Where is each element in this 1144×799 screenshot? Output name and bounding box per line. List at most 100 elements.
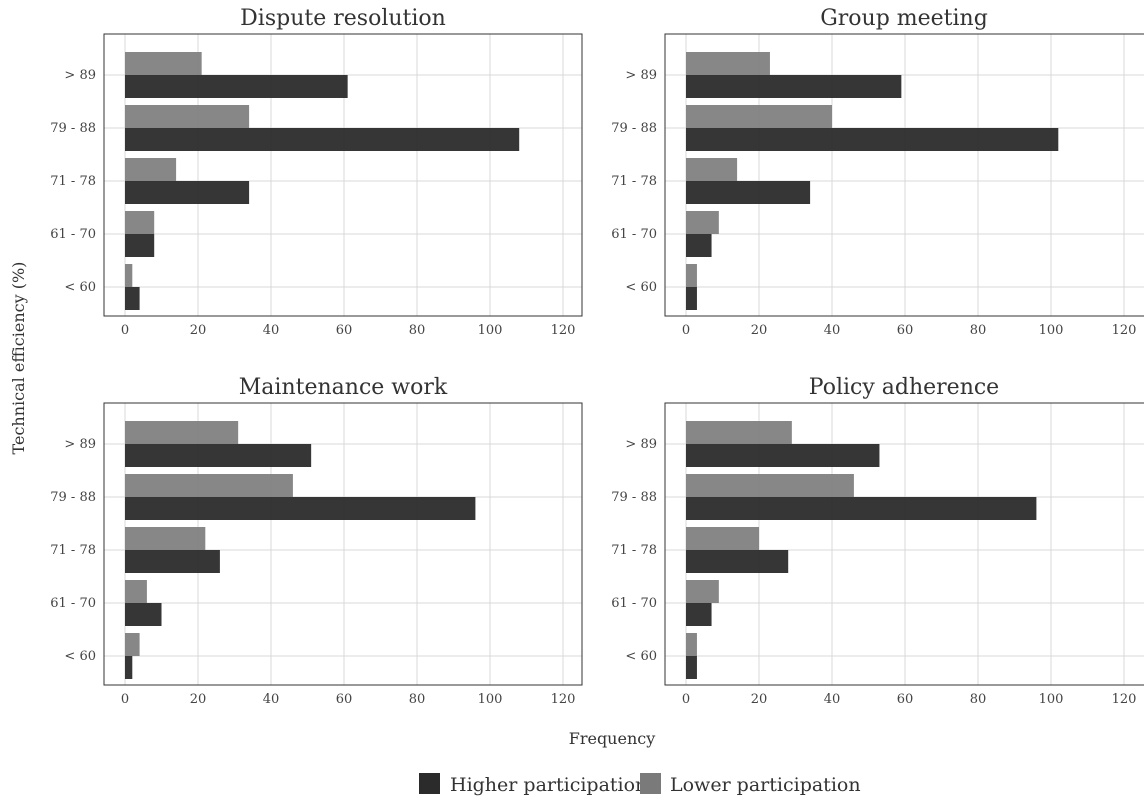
y-tick-label: > 89: [64, 437, 96, 452]
y-tick-label: 61 - 70: [50, 227, 96, 242]
x-tick-label: 80: [970, 692, 987, 707]
panel-frame: [664, 33, 1144, 317]
y-tick-label: 61 - 70: [611, 227, 657, 242]
y-tick-label: 79 - 88: [50, 490, 96, 505]
panel-title: Policy adherence: [809, 375, 999, 400]
legend: Higher participation Lower participation: [419, 773, 861, 796]
bar-higher-participation: [125, 75, 348, 98]
bar-lower-participation: [686, 105, 832, 128]
panel-policy-adherence: Policy adherence 0 20 40 60 80 100 120 > 89 79 - …: [611, 375, 1144, 707]
bar-higher-participation: [686, 603, 712, 626]
bar-higher-participation: [125, 287, 140, 310]
panel-maintenance-work: Maintenance work 0 20 40 60 80 100 120 > 89 79 - …: [50, 375, 583, 707]
bar-lower-participation: [686, 527, 759, 550]
bar-lower-participation: [686, 633, 697, 656]
bar-lower-participation: [686, 580, 719, 603]
legend-swatch-higher: [419, 773, 440, 794]
y-tick-label: 61 - 70: [611, 596, 657, 611]
bar-higher-participation: [686, 444, 880, 467]
panel-title: Group meeting: [820, 6, 988, 31]
x-tick-label: 80: [970, 323, 987, 338]
panel-frame: [103, 33, 583, 317]
bar-higher-participation: [686, 128, 1059, 151]
x-tick-label: 100: [478, 323, 503, 338]
y-tick-label: 79 - 88: [611, 490, 657, 505]
panel-title: Maintenance work: [239, 375, 448, 400]
panel-frame: [664, 402, 1144, 686]
panel-frame: [103, 402, 583, 686]
bar-lower-participation: [686, 158, 738, 181]
y-tick-label: < 60: [64, 280, 96, 295]
bar-higher-participation: [686, 656, 697, 679]
x-tick-label: 40: [824, 323, 841, 338]
y-tick-label: 71 - 78: [611, 543, 657, 558]
y-tick-label: 61 - 70: [50, 596, 96, 611]
y-tick-label: 71 - 78: [50, 543, 96, 558]
x-tick-label: 60: [897, 692, 914, 707]
chart-panels: Dispute resolution 0 20 40 60 80 100 120 > 89 79 …: [50, 6, 1144, 707]
x-tick-label: 100: [1039, 692, 1064, 707]
x-tick-label: 40: [824, 692, 841, 707]
bar-higher-participation: [686, 75, 902, 98]
x-tick-label: 20: [190, 692, 207, 707]
x-tick-label: 120: [551, 323, 576, 338]
x-tick-label: 120: [1112, 323, 1137, 338]
y-axis-label: Technical efficiency (%): [9, 262, 28, 455]
bar-lower-participation: [125, 158, 177, 181]
bar-higher-participation: [125, 550, 220, 573]
legend-label-higher: Higher participation: [450, 774, 647, 796]
x-tick-label: 0: [682, 692, 690, 707]
y-tick-label: > 89: [625, 437, 657, 452]
x-tick-label: 120: [551, 692, 576, 707]
x-tick-label: 20: [751, 692, 768, 707]
bar-lower-participation: [125, 105, 250, 128]
bar-lower-participation: [125, 421, 239, 444]
panel-dispute-resolution: Dispute resolution 0 20 40 60 80 100 120 > 89 79 …: [50, 6, 583, 338]
y-tick-label: < 60: [625, 649, 657, 664]
x-tick-label: 0: [121, 692, 129, 707]
bar-lower-participation: [125, 264, 133, 287]
bar-higher-participation: [125, 181, 250, 204]
bar-lower-participation: [686, 52, 770, 75]
x-tick-label: 20: [751, 323, 768, 338]
bar-higher-participation: [125, 656, 133, 679]
x-tick-label: 80: [409, 323, 426, 338]
x-tick-label: 100: [478, 692, 503, 707]
bar-higher-participation: [686, 497, 1037, 520]
bar-lower-participation: [125, 633, 140, 656]
x-tick-label: 0: [121, 323, 129, 338]
bar-lower-participation: [125, 211, 155, 234]
y-tick-label: < 60: [625, 280, 657, 295]
x-tick-label: 60: [336, 323, 353, 338]
bar-lower-participation: [686, 211, 719, 234]
y-tick-label: > 89: [64, 68, 96, 83]
x-axis-label: Frequency: [569, 729, 656, 748]
bar-higher-participation: [125, 444, 312, 467]
y-tick-label: 71 - 78: [50, 174, 96, 189]
bar-lower-participation: [125, 474, 293, 497]
legend-label-lower: Lower participation: [670, 774, 861, 796]
bar-lower-participation: [686, 264, 697, 287]
x-tick-label: 60: [897, 323, 914, 338]
x-tick-label: 120: [1112, 692, 1137, 707]
y-tick-label: 71 - 78: [611, 174, 657, 189]
bar-higher-participation: [125, 603, 162, 626]
y-tick-label: 79 - 88: [50, 121, 96, 136]
panel-title: Dispute resolution: [240, 6, 446, 31]
bar-higher-participation: [125, 497, 476, 520]
bar-higher-participation: [686, 234, 712, 257]
x-tick-label: 0: [682, 323, 690, 338]
bar-higher-participation: [686, 181, 811, 204]
y-tick-label: > 89: [625, 68, 657, 83]
x-tick-label: 60: [336, 692, 353, 707]
bar-higher-participation: [686, 550, 789, 573]
bar-lower-participation: [125, 527, 206, 550]
bar-higher-participation: [686, 287, 697, 310]
x-tick-label: 40: [263, 323, 280, 338]
x-tick-label: 20: [190, 323, 207, 338]
bar-lower-participation: [686, 421, 792, 444]
y-tick-label: < 60: [64, 649, 96, 664]
panel-group-meeting: Group meeting 0 20 40 60 80 100 120 > 89 79 - 88 7…: [611, 6, 1144, 338]
bar-higher-participation: [125, 128, 520, 151]
